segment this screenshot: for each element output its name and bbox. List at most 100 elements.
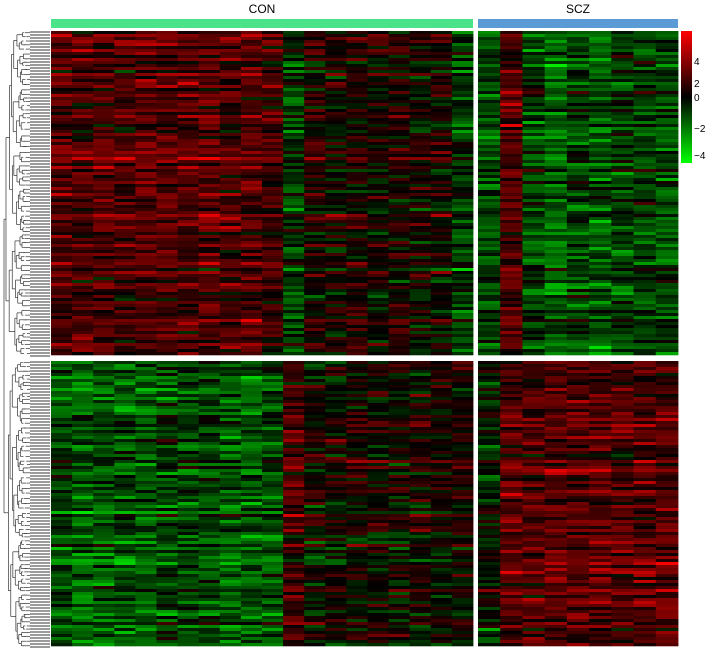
heatmap-cell <box>367 124 389 128</box>
heatmap-cell <box>566 85 590 89</box>
heatmap-cell <box>611 163 634 167</box>
heatmap-cell <box>367 235 389 239</box>
heatmap-cell <box>304 469 326 473</box>
heatmap-cell <box>367 121 389 125</box>
heatmap-cell <box>177 319 200 323</box>
heatmap-cell <box>478 205 501 209</box>
heatmap-cell <box>430 412 453 416</box>
heatmap-cell <box>478 109 501 113</box>
heatmap-cell <box>72 73 94 77</box>
heatmap-cell <box>655 256 679 260</box>
heatmap-cell <box>500 196 523 200</box>
heatmap-cell <box>283 469 305 473</box>
heatmap-cell <box>367 37 389 41</box>
heatmap-cell <box>198 154 221 158</box>
heatmap-cell <box>430 52 453 56</box>
heatmap-cell <box>500 235 523 239</box>
heatmap-cell <box>611 100 634 104</box>
heatmap-cell <box>93 124 115 128</box>
heatmap-cell <box>430 268 453 272</box>
heatmap-cell <box>633 55 657 59</box>
heatmap-cell <box>156 478 178 482</box>
heatmap-cell <box>304 142 326 146</box>
heatmap-cell <box>219 505 242 509</box>
heatmap-cell <box>156 91 178 95</box>
heatmap-cell <box>367 475 389 479</box>
heatmap-cell <box>177 220 200 224</box>
heatmap-cell <box>219 343 242 347</box>
heatmap-cell <box>240 478 263 482</box>
heatmap-cell <box>304 388 326 392</box>
heatmap-cell <box>430 322 453 326</box>
heatmap-cell <box>409 118 432 122</box>
heatmap-cell <box>219 241 242 245</box>
heatmap-cell <box>409 373 432 377</box>
heatmap-cell <box>72 295 94 299</box>
heatmap-cell <box>451 85 474 89</box>
heatmap-cell <box>388 301 411 305</box>
heatmap-cell <box>522 202 546 206</box>
heatmap-cell <box>156 295 178 299</box>
heatmap-cell <box>240 85 263 89</box>
heatmap-cell <box>325 274 347 278</box>
heatmap-cell <box>633 196 657 200</box>
heatmap-cell <box>500 289 523 293</box>
heatmap-cell <box>346 94 368 98</box>
heatmap-cell <box>522 37 546 41</box>
heatmap-cell <box>72 451 94 455</box>
heatmap-cell <box>655 184 679 188</box>
heatmap-cell <box>51 283 73 287</box>
heatmap-cell <box>177 199 200 203</box>
heatmap-cell <box>304 190 326 194</box>
heatmap-cell <box>262 139 284 143</box>
heatmap-cell <box>430 184 453 188</box>
heatmap-cell <box>325 76 347 80</box>
heatmap-cell <box>430 100 453 104</box>
heatmap-cell <box>655 328 679 332</box>
heatmap-cell <box>346 49 368 53</box>
heatmap-cell <box>367 76 389 80</box>
heatmap-cell <box>367 322 389 326</box>
heatmap-cell <box>156 364 178 368</box>
heatmap-cell <box>240 361 263 365</box>
heatmap-cell <box>114 145 136 149</box>
heatmap-cell <box>93 340 115 344</box>
heatmap-cell <box>51 421 73 425</box>
heatmap-cell <box>93 484 115 488</box>
heatmap-cell <box>156 415 178 419</box>
heatmap-cell <box>93 55 115 59</box>
heatmap-cell <box>219 502 242 506</box>
heatmap-cell <box>451 514 474 518</box>
heatmap-cell <box>451 388 474 392</box>
heatmap-cell <box>430 175 453 179</box>
heatmap-cell <box>346 148 368 152</box>
heatmap-cell <box>611 34 634 38</box>
heatmap-cell <box>72 424 94 428</box>
heatmap-cell <box>544 223 568 227</box>
heatmap-cell <box>51 211 73 215</box>
heatmap-cell <box>409 67 432 71</box>
heatmap-cell <box>114 181 136 185</box>
heatmap-cell <box>430 409 453 413</box>
heatmap-cell <box>409 37 432 41</box>
heatmap-cell <box>388 196 411 200</box>
heatmap-cell <box>478 157 501 161</box>
heatmap-cell <box>325 181 347 185</box>
heatmap-cell <box>325 334 347 338</box>
heatmap-cell <box>156 103 178 107</box>
heatmap-cell <box>451 160 474 164</box>
heatmap-cell <box>451 286 474 290</box>
heatmap-cell <box>409 208 432 212</box>
heatmap-cell <box>93 475 115 479</box>
heatmap-cell <box>262 448 284 452</box>
heatmap-cell <box>304 484 326 488</box>
heatmap-cell <box>589 121 612 125</box>
heatmap-cell <box>544 217 568 221</box>
heatmap-cell <box>51 352 73 356</box>
heatmap-cell <box>240 190 263 194</box>
heatmap-cell <box>522 163 546 167</box>
heatmap-cell <box>522 310 546 314</box>
heatmap-cell <box>633 298 657 302</box>
heatmap-cell <box>219 184 242 188</box>
heatmap-cell <box>589 223 612 227</box>
